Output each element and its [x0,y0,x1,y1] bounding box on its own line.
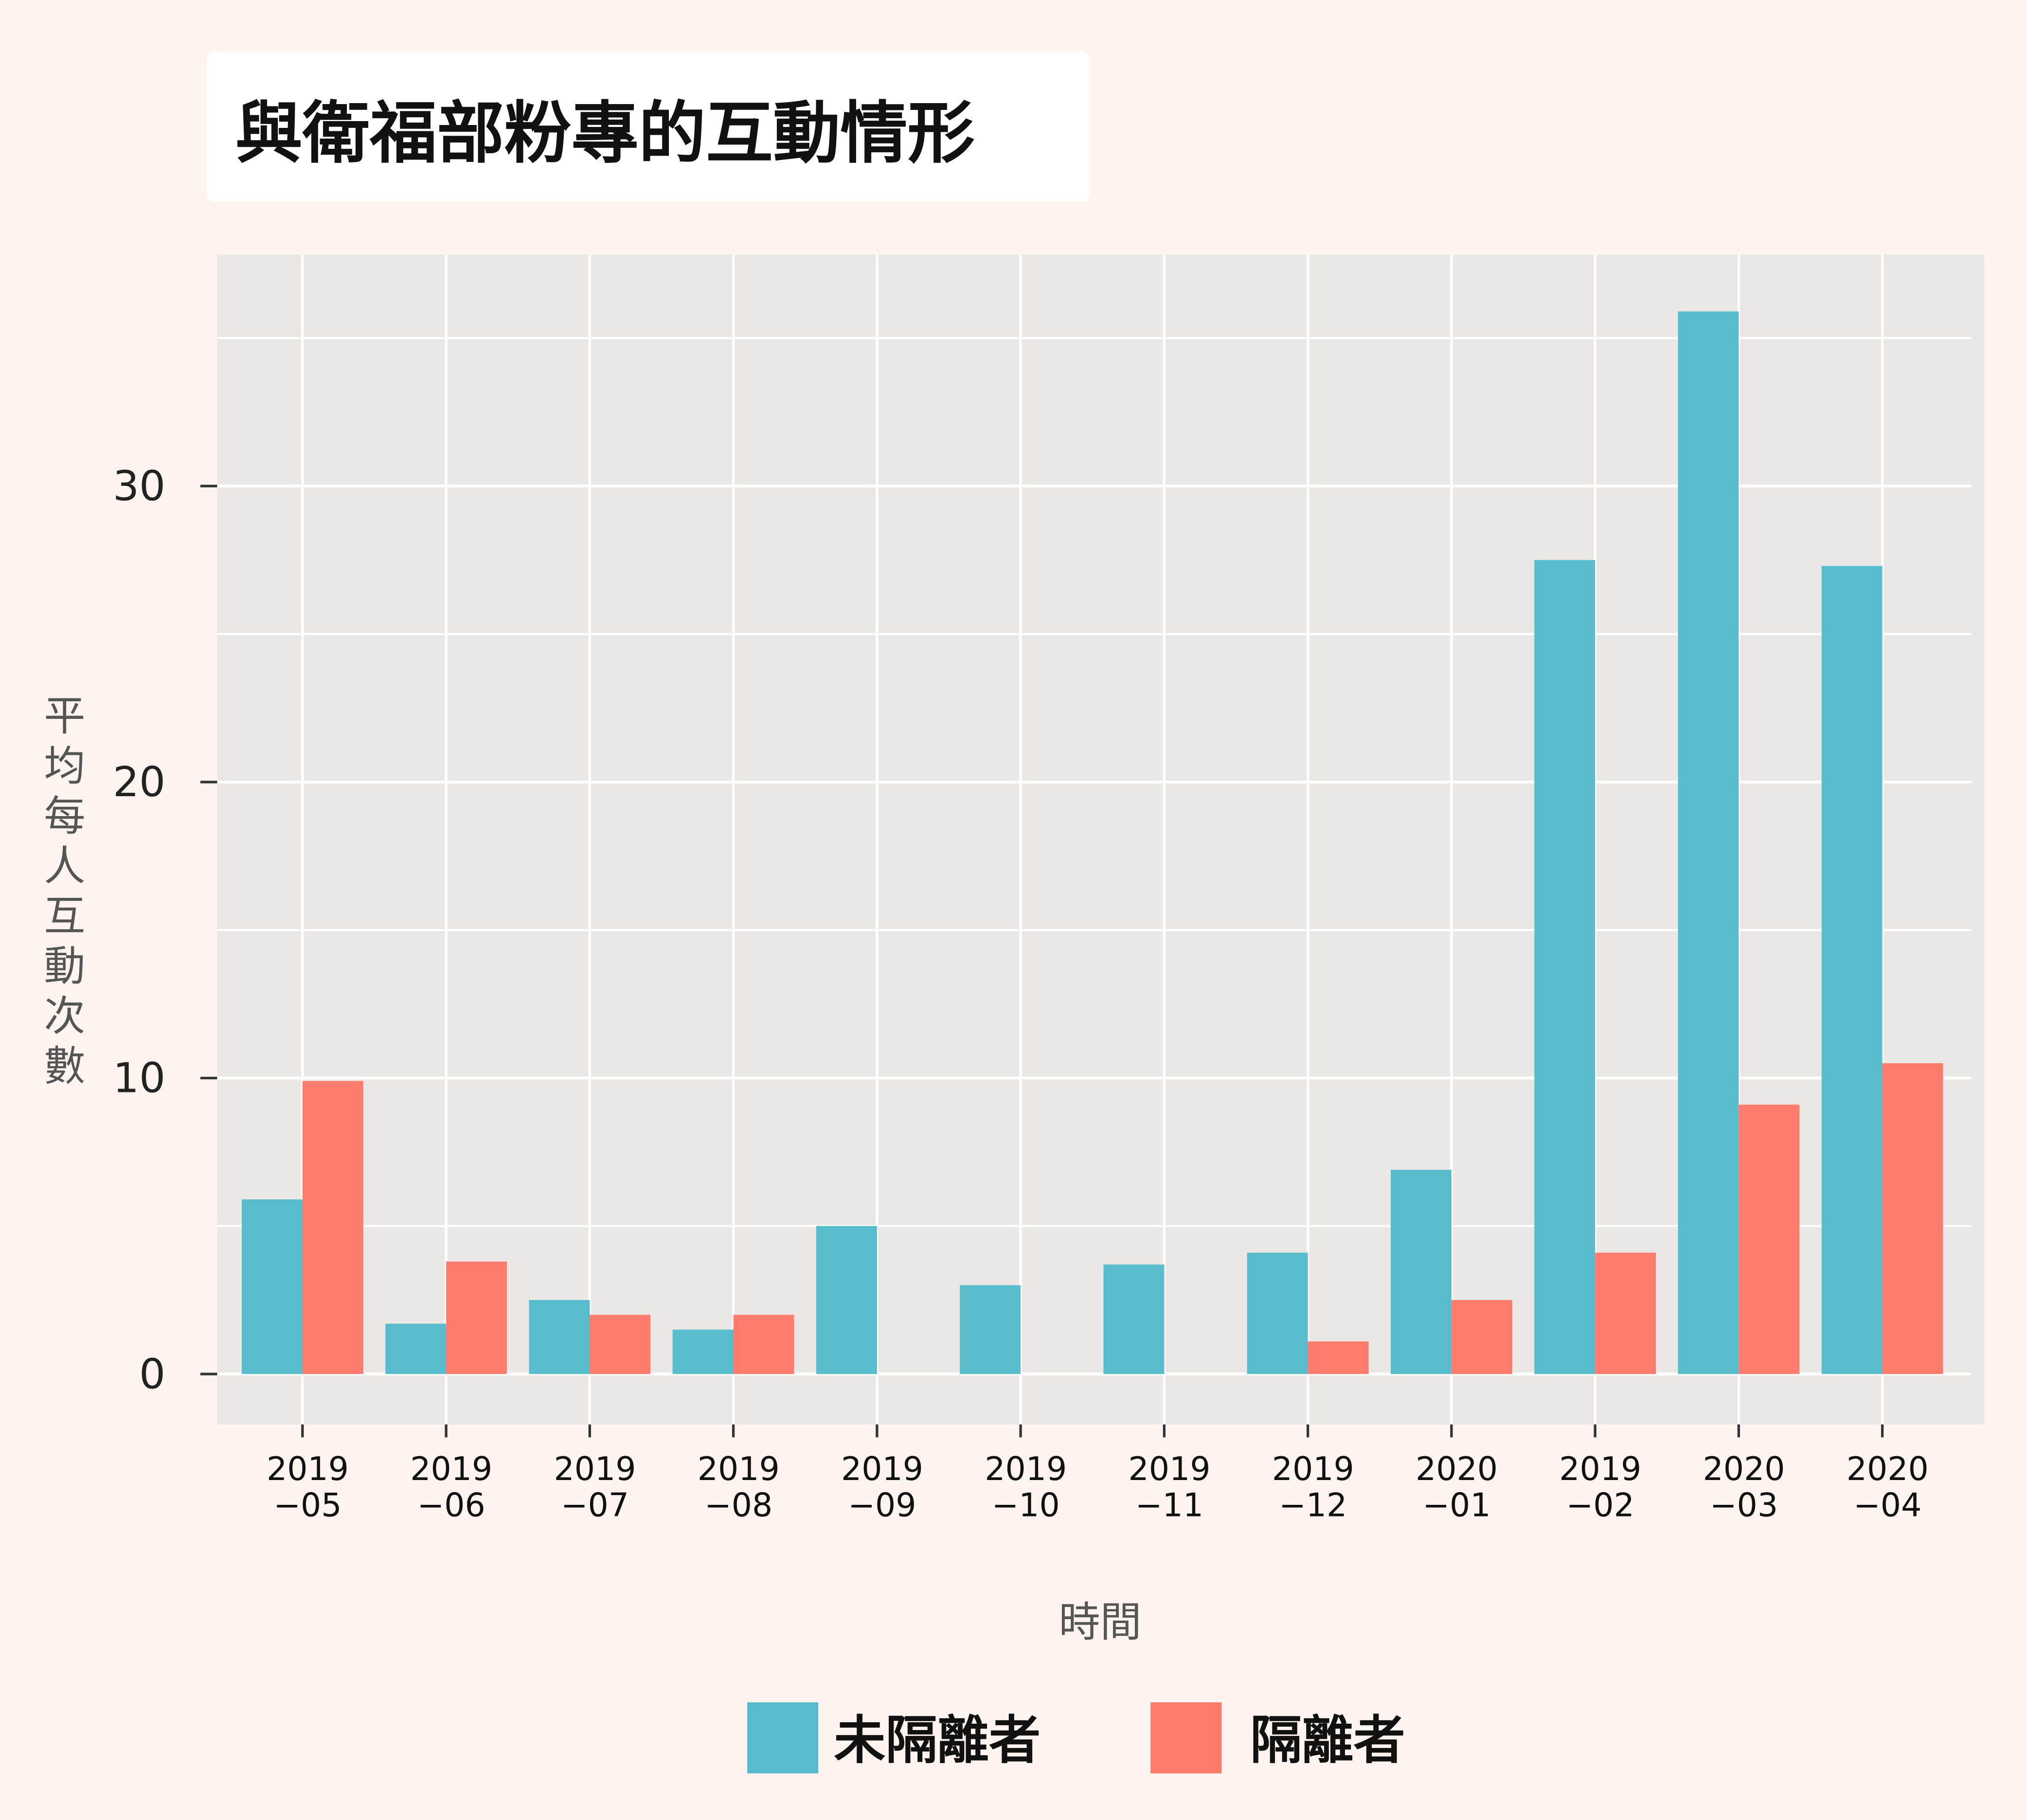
bar-unquarantined [960,1285,1021,1374]
bar-quarantined [1595,1252,1656,1374]
bar-unquarantined [1247,1252,1308,1374]
x-tick-label: 2019 [985,1450,1067,1488]
x-tick-label: −11 [1135,1486,1203,1524]
x-axis: 2019−052019−062019−072019−082019−092019−… [267,1424,1929,1524]
x-tick-label: 2019 [554,1450,636,1488]
x-tick-label: −08 [704,1486,772,1524]
x-tick-label: −05 [273,1486,341,1524]
x-tick-label: −06 [417,1486,485,1524]
x-tick-label: 2019 [841,1450,923,1488]
bar-quarantined [1882,1063,1943,1374]
x-tick-label: −07 [561,1486,629,1524]
bar-unquarantined [816,1226,877,1374]
bar-unquarantined [1678,311,1739,1374]
x-tick-label: −10 [992,1486,1060,1524]
legend: 未隔離者 隔離者 [747,1702,1405,1774]
bar-unquarantined [1103,1264,1165,1374]
bar-quarantined [302,1081,363,1374]
y-axis: 0 10 20 30 [113,463,217,1398]
y-axis-label-char: 動 [44,943,85,991]
x-tick-label: −02 [1566,1486,1634,1524]
bar-unquarantined [241,1199,303,1374]
title-box [207,52,1090,202]
y-axis-label-char: 每 [44,792,85,840]
x-tick-label: −01 [1422,1486,1490,1524]
bar-quarantined [1451,1300,1512,1374]
y-axis-label-char: 次 [44,993,85,1041]
x-tick-label: 2019 [1128,1450,1210,1488]
x-tick-label: 2020 [1703,1450,1785,1488]
y-tick-label: 0 [139,1350,165,1398]
bar-unquarantined [1534,560,1596,1374]
x-tick-label: −12 [1279,1486,1347,1524]
bar-quarantined [446,1261,507,1374]
x-tick-label: −04 [1853,1486,1921,1524]
legend-label-quarantined: 隔離者 [1250,1710,1405,1770]
legend-label-unquarantined: 未隔離者 [834,1710,1040,1770]
y-tick-label: 20 [113,758,165,806]
y-tick-label: 30 [113,463,165,511]
x-axis-label: 時間 [1059,1599,1142,1647]
y-axis-label-char: 互 [44,892,85,941]
y-axis-label-char: 均 [44,742,85,790]
x-tick-label: 2019 [1272,1450,1354,1488]
x-tick-label: 2019 [410,1450,492,1488]
bar-unquarantined [529,1300,590,1374]
legend-swatch-unquarantined [747,1702,819,1774]
y-axis-label-char: 數 [44,1043,85,1091]
bar-unquarantined [1390,1170,1452,1374]
bars [241,311,1943,1374]
x-tick-label: 2019 [1559,1450,1641,1488]
x-tick-label: 2020 [1416,1450,1498,1488]
bar-unquarantined [385,1323,447,1374]
bar-quarantined [1308,1341,1369,1374]
bar-quarantined [590,1315,651,1374]
x-tick-label: 2020 [1847,1450,1929,1488]
x-tick-label: −03 [1710,1486,1778,1524]
x-tick-label: 2019 [267,1450,349,1488]
y-axis-label-char: 人 [44,842,85,891]
bar-unquarantined [1821,566,1883,1374]
bar-quarantined [1739,1105,1800,1374]
bar-quarantined [733,1315,794,1374]
x-tick-label: 2019 [698,1450,780,1488]
y-axis-label-char: 平 [44,693,85,741]
x-tick-label: −09 [848,1486,916,1524]
y-tick-label: 10 [113,1054,165,1103]
legend-swatch-quarantined [1150,1702,1222,1774]
bar-unquarantined [672,1329,734,1374]
chart-title: 與衛福部粉專的互動情形 [235,94,975,173]
